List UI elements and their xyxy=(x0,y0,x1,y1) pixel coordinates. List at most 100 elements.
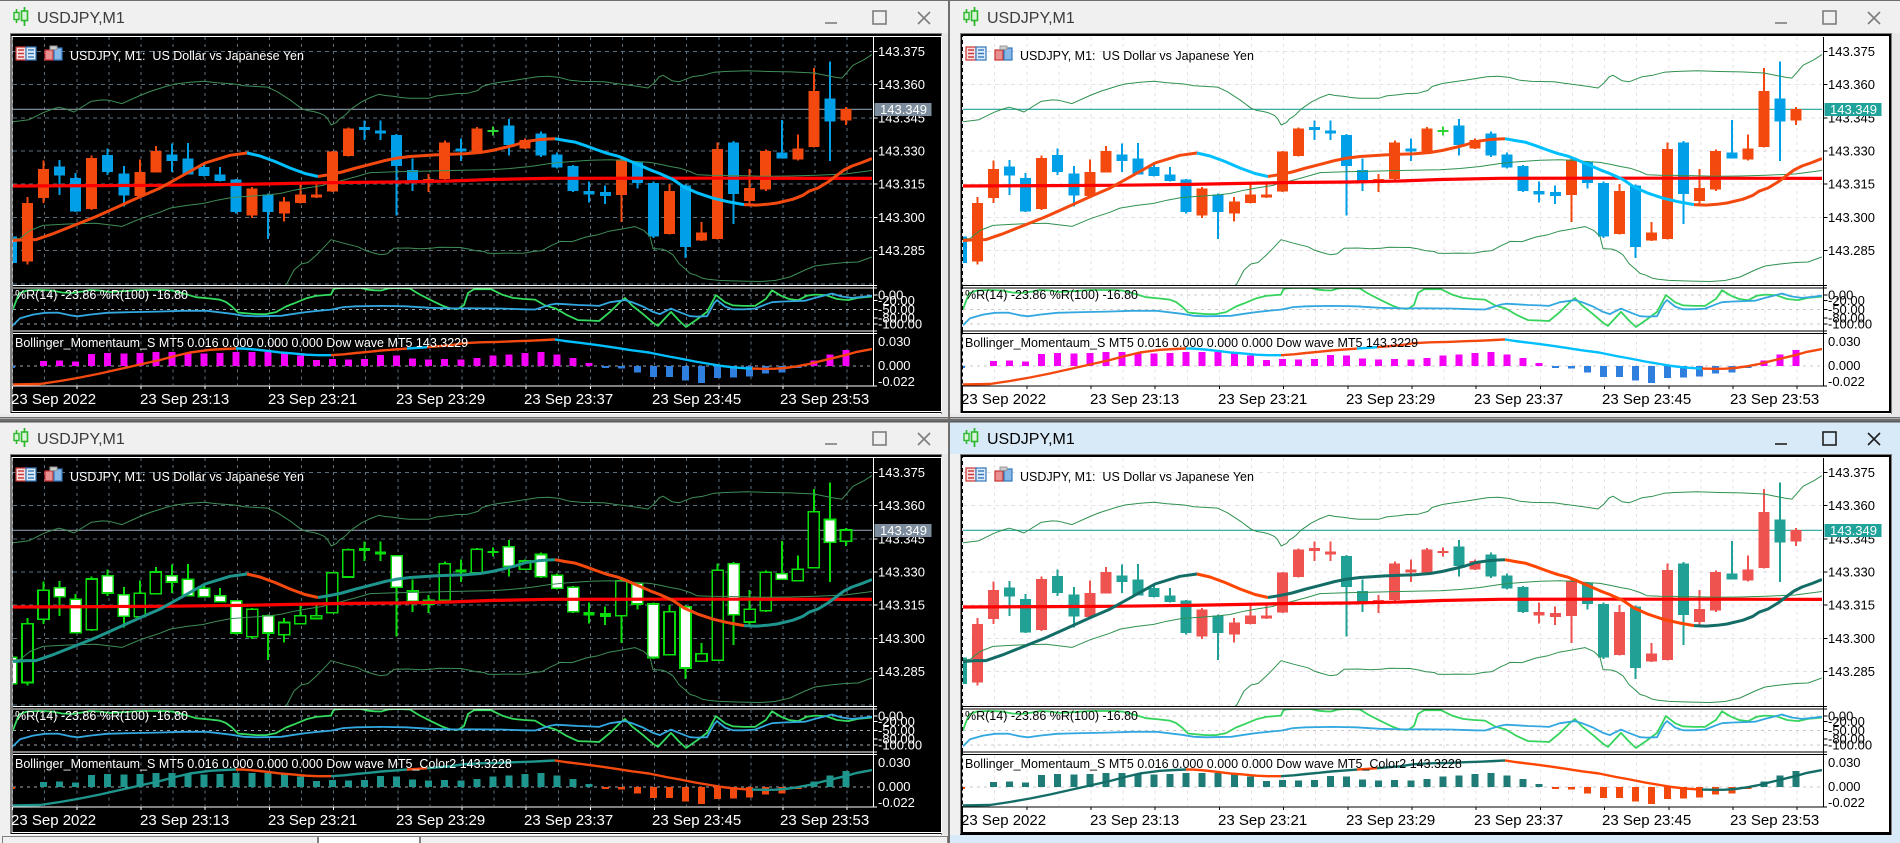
svg-text:-50.00: -50.00 xyxy=(1828,302,1865,317)
svg-text:23 Sep 23:29: 23 Sep 23:29 xyxy=(1346,812,1435,829)
svg-text:-100.00: -100.00 xyxy=(878,317,922,332)
svg-text:143.330: 143.330 xyxy=(1828,565,1875,580)
svg-text:Bollinger_Momentaum_S MT5 0.01: Bollinger_Momentaum_S MT5 0.016 0.000 0.… xyxy=(965,757,1462,771)
svg-text:USDJPY, M1: US Dollar vs Japa: USDJPY, M1: US Dollar vs Japanese Yen xyxy=(70,49,304,63)
svg-text:-100.00: -100.00 xyxy=(1828,317,1872,332)
svg-text:23 Sep 23:37: 23 Sep 23:37 xyxy=(1474,812,1563,829)
svg-text:-20.00: -20.00 xyxy=(1828,714,1865,729)
svg-text:23 Sep 23:21: 23 Sep 23:21 xyxy=(268,391,357,408)
svg-text:143.300: 143.300 xyxy=(878,631,925,646)
svg-text:143.285: 143.285 xyxy=(1828,664,1875,679)
svg-text:23 Sep 23:45: 23 Sep 23:45 xyxy=(1602,812,1691,829)
svg-text:23 Sep 2022: 23 Sep 2022 xyxy=(961,391,1046,408)
svg-text:-80.00: -80.00 xyxy=(878,311,915,326)
svg-text:USDJPY, M1: US Dollar vs Japa: USDJPY, M1: US Dollar vs Japanese Yen xyxy=(70,470,304,484)
svg-text:143.285: 143.285 xyxy=(878,243,925,258)
svg-text:0.000: 0.000 xyxy=(1828,358,1861,373)
svg-text:143.375: 143.375 xyxy=(878,44,925,59)
svg-text:USDJPY, M1: US Dollar vs Japa: USDJPY, M1: US Dollar vs Japanese Yen xyxy=(1020,470,1254,484)
svg-text:143.349: 143.349 xyxy=(1830,102,1877,117)
svg-text:143.360: 143.360 xyxy=(878,498,925,513)
svg-text:Bollinger_Momentaum_S MT5 0.01: Bollinger_Momentaum_S MT5 0.016 0.000 0.… xyxy=(965,336,1418,350)
svg-text:143.285: 143.285 xyxy=(878,664,925,679)
svg-text:0.000: 0.000 xyxy=(878,779,911,794)
svg-text:-0.022: -0.022 xyxy=(878,795,915,810)
svg-text:23 Sep 23:13: 23 Sep 23:13 xyxy=(1090,812,1179,829)
svg-text:0.00: 0.00 xyxy=(1828,709,1853,724)
svg-text:143.375: 143.375 xyxy=(1828,44,1875,59)
svg-text:-0.022: -0.022 xyxy=(1828,795,1865,810)
svg-text:143.375: 143.375 xyxy=(878,465,925,480)
svg-text:-50.00: -50.00 xyxy=(878,302,915,317)
svg-text:143.285: 143.285 xyxy=(1828,243,1875,258)
svg-text:23 Sep 23:13: 23 Sep 23:13 xyxy=(140,391,229,408)
svg-text:0.00: 0.00 xyxy=(878,288,903,303)
svg-text:23 Sep 23:53: 23 Sep 23:53 xyxy=(1730,391,1819,408)
svg-text:USDJPY,M1: USDJPY,M1 xyxy=(987,431,1075,448)
svg-text:23 Sep 23:29: 23 Sep 23:29 xyxy=(1346,391,1435,408)
svg-text:143.300: 143.300 xyxy=(878,210,925,225)
svg-text:143.315: 143.315 xyxy=(878,598,925,613)
svg-text:23 Sep 23:45: 23 Sep 23:45 xyxy=(652,391,741,408)
svg-text:23 Sep 23:53: 23 Sep 23:53 xyxy=(1730,812,1819,829)
svg-text:143.360: 143.360 xyxy=(1828,77,1875,92)
svg-text:23 Sep 23:37: 23 Sep 23:37 xyxy=(1474,391,1563,408)
svg-text:143.315: 143.315 xyxy=(878,177,925,192)
svg-text:-20.00: -20.00 xyxy=(878,714,915,729)
svg-text:143.349: 143.349 xyxy=(1830,523,1877,538)
svg-text:-100.00: -100.00 xyxy=(878,738,922,753)
svg-text:%R(14) -23.86 %R(100) -16.80: %R(14) -23.86 %R(100) -16.80 xyxy=(15,288,188,302)
svg-text:143.349: 143.349 xyxy=(880,523,927,538)
svg-text:23 Sep 23:45: 23 Sep 23:45 xyxy=(1602,391,1691,408)
svg-text:23 Sep 2022: 23 Sep 2022 xyxy=(11,391,96,408)
svg-text:23 Sep 23:29: 23 Sep 23:29 xyxy=(396,812,485,829)
svg-text:23 Sep 2022: 23 Sep 2022 xyxy=(11,812,96,829)
svg-text:0.030: 0.030 xyxy=(1828,334,1861,349)
svg-text:143.349: 143.349 xyxy=(880,102,927,117)
svg-text:23 Sep 23:13: 23 Sep 23:13 xyxy=(140,812,229,829)
svg-text:143.315: 143.315 xyxy=(1828,598,1875,613)
svg-text:143.300: 143.300 xyxy=(1828,210,1875,225)
svg-text:0.00: 0.00 xyxy=(1828,288,1853,303)
svg-text:-80.00: -80.00 xyxy=(1828,311,1865,326)
svg-text:-20.00: -20.00 xyxy=(1828,293,1865,308)
svg-text:USDJPY,M1: USDJPY,M1 xyxy=(987,10,1075,27)
svg-text:-0.022: -0.022 xyxy=(878,374,915,389)
svg-text:143.330: 143.330 xyxy=(878,565,925,580)
svg-text:0.030: 0.030 xyxy=(878,334,911,349)
svg-text:23 Sep 23:45: 23 Sep 23:45 xyxy=(652,812,741,829)
svg-text:23 Sep 23:37: 23 Sep 23:37 xyxy=(524,812,613,829)
svg-text:143.330: 143.330 xyxy=(878,144,925,159)
svg-text:143.375: 143.375 xyxy=(1828,465,1875,480)
svg-text:23 Sep 2022: 23 Sep 2022 xyxy=(961,812,1046,829)
svg-text:-50.00: -50.00 xyxy=(1828,723,1865,738)
svg-text:23 Sep 23:53: 23 Sep 23:53 xyxy=(780,812,869,829)
svg-text:-20.00: -20.00 xyxy=(878,293,915,308)
svg-text:0.000: 0.000 xyxy=(878,358,911,373)
svg-text:143.315: 143.315 xyxy=(1828,177,1875,192)
svg-text:143.360: 143.360 xyxy=(878,77,925,92)
svg-text:23 Sep 23:21: 23 Sep 23:21 xyxy=(268,812,357,829)
svg-text:USDJPY,M1: USDJPY,M1 xyxy=(37,431,125,448)
svg-text:-50.00: -50.00 xyxy=(878,723,915,738)
svg-text:143.360: 143.360 xyxy=(1828,498,1875,513)
svg-text:%R(14) -23.86 %R(100) -16.80: %R(14) -23.86 %R(100) -16.80 xyxy=(965,288,1138,302)
svg-text:23 Sep 23:21: 23 Sep 23:21 xyxy=(1218,391,1307,408)
svg-text:23 Sep 23:53: 23 Sep 23:53 xyxy=(780,391,869,408)
svg-text:Bollinger_Momentaum_S MT5 0.01: Bollinger_Momentaum_S MT5 0.016 0.000 0.… xyxy=(15,336,468,350)
svg-text:0.000: 0.000 xyxy=(1828,779,1861,794)
svg-text:-100.00: -100.00 xyxy=(1828,738,1872,753)
svg-text:143.300: 143.300 xyxy=(1828,631,1875,646)
svg-text:-0.022: -0.022 xyxy=(1828,374,1865,389)
svg-text:%R(14) -23.86 %R(100) -16.80: %R(14) -23.86 %R(100) -16.80 xyxy=(15,709,188,723)
svg-text:-80.00: -80.00 xyxy=(1828,732,1865,747)
svg-text:143.330: 143.330 xyxy=(1828,144,1875,159)
svg-text:0.00: 0.00 xyxy=(878,709,903,724)
svg-text:0.030: 0.030 xyxy=(1828,755,1861,770)
svg-text:23 Sep 23:13: 23 Sep 23:13 xyxy=(1090,391,1179,408)
svg-text:%R(14) -23.86 %R(100) -16.80: %R(14) -23.86 %R(100) -16.80 xyxy=(965,709,1138,723)
svg-text:23 Sep 23:29: 23 Sep 23:29 xyxy=(396,391,485,408)
svg-text:23 Sep 23:21: 23 Sep 23:21 xyxy=(1218,812,1307,829)
svg-text:23 Sep 23:37: 23 Sep 23:37 xyxy=(524,391,613,408)
svg-text:Bollinger_Momentaum_S MT5 0.01: Bollinger_Momentaum_S MT5 0.016 0.000 0.… xyxy=(15,757,512,771)
